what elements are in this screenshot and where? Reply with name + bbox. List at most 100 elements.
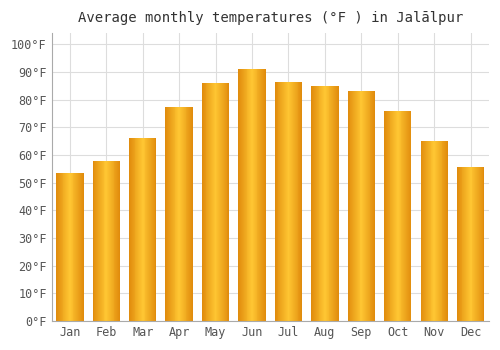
Bar	[183, 106, 184, 321]
Bar	[241, 69, 242, 321]
Bar	[466, 167, 467, 321]
Bar	[406, 111, 407, 321]
Bar	[59, 173, 60, 321]
Bar	[181, 106, 182, 321]
Bar	[438, 141, 439, 321]
Bar	[462, 167, 464, 321]
Bar	[206, 83, 208, 321]
Bar	[264, 69, 265, 321]
Bar	[172, 106, 173, 321]
Bar	[108, 161, 109, 321]
Bar	[68, 173, 69, 321]
Bar	[208, 83, 209, 321]
Bar	[137, 138, 138, 321]
Bar	[420, 141, 422, 321]
Bar	[328, 86, 330, 321]
Bar	[320, 86, 322, 321]
Bar	[364, 91, 365, 321]
Bar	[474, 167, 476, 321]
Bar	[362, 91, 363, 321]
Bar	[116, 161, 117, 321]
Bar	[457, 167, 458, 321]
Bar	[429, 141, 430, 321]
Bar	[386, 111, 387, 321]
Bar	[174, 106, 176, 321]
Bar	[242, 69, 243, 321]
Bar	[202, 83, 203, 321]
Bar	[366, 91, 367, 321]
Bar	[475, 167, 476, 321]
Bar	[468, 167, 469, 321]
Bar	[365, 91, 366, 321]
Bar	[213, 83, 214, 321]
Bar	[74, 173, 76, 321]
Bar	[218, 83, 220, 321]
Bar	[384, 111, 385, 321]
Bar	[152, 138, 153, 321]
Bar	[436, 141, 437, 321]
Bar	[252, 69, 253, 321]
Bar	[353, 91, 354, 321]
Bar	[67, 173, 68, 321]
Bar	[238, 69, 240, 321]
Bar	[472, 167, 474, 321]
Bar	[363, 91, 364, 321]
Bar	[469, 167, 470, 321]
Bar	[210, 83, 211, 321]
Bar	[98, 161, 99, 321]
Bar	[99, 161, 100, 321]
Bar	[352, 91, 353, 321]
Bar	[402, 111, 404, 321]
Bar	[72, 173, 74, 321]
Bar	[169, 106, 170, 321]
Bar	[315, 86, 316, 321]
Bar	[96, 161, 97, 321]
Bar	[312, 86, 313, 321]
Bar	[111, 161, 112, 321]
Bar	[322, 86, 323, 321]
Bar	[400, 111, 402, 321]
Bar	[144, 138, 146, 321]
Bar	[280, 82, 281, 321]
Bar	[134, 138, 136, 321]
Bar	[146, 138, 148, 321]
Bar	[333, 86, 334, 321]
Bar	[296, 82, 298, 321]
Bar	[258, 69, 260, 321]
Bar	[173, 106, 174, 321]
Bar	[476, 167, 477, 321]
Bar	[408, 111, 410, 321]
Bar	[446, 141, 447, 321]
Bar	[427, 141, 428, 321]
Bar	[325, 86, 326, 321]
Bar	[77, 173, 78, 321]
Bar	[82, 173, 84, 321]
Bar	[64, 173, 66, 321]
Bar	[372, 91, 373, 321]
Bar	[334, 86, 335, 321]
Bar	[256, 69, 258, 321]
Bar	[212, 83, 213, 321]
Bar	[323, 86, 324, 321]
Bar	[348, 91, 350, 321]
Bar	[152, 138, 154, 321]
Bar	[465, 167, 466, 321]
Bar	[293, 82, 294, 321]
Title: Average monthly temperatures (°F ) in Jalālpur: Average monthly temperatures (°F ) in Ja…	[78, 11, 463, 25]
Bar	[275, 82, 276, 321]
Bar	[445, 141, 446, 321]
Bar	[139, 138, 140, 321]
Bar	[214, 83, 216, 321]
Bar	[357, 91, 358, 321]
Bar	[370, 91, 372, 321]
Bar	[284, 82, 285, 321]
Bar	[182, 106, 183, 321]
Bar	[179, 106, 180, 321]
Bar	[278, 82, 280, 321]
Bar	[282, 82, 283, 321]
Bar	[434, 141, 435, 321]
Bar	[281, 82, 282, 321]
Bar	[356, 91, 357, 321]
Bar	[314, 86, 315, 321]
Bar	[66, 173, 67, 321]
